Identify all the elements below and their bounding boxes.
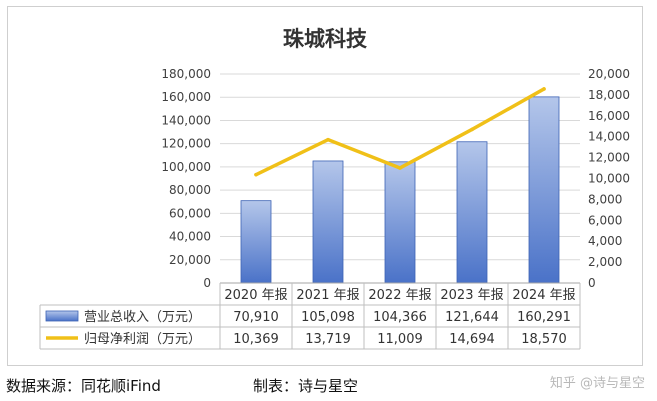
y-right-tick-label: 16,000 [588,109,630,123]
data-source-note: 数据来源：同花顺iFind [6,377,161,395]
y-left-tick-label: 120,000 [161,137,211,151]
y-left-tick-label: 20,000 [169,253,211,267]
revenue-value-cell: 160,291 [517,310,571,325]
y-right-tick-label: 8,000 [588,192,622,206]
y-right-tick-label: 0 [588,276,596,290]
y-left-tick-label: 180,000 [161,67,211,81]
y-left-tick-label: 140,000 [161,113,211,127]
revenue-value-cell: 104,366 [373,310,427,325]
revenue-bar [528,96,560,284]
net-profit-point [326,137,330,142]
revenue-bar [456,141,488,284]
net-profit-point [470,127,474,132]
revenue-bar [240,200,272,284]
y-left-tick-label: 80,000 [169,183,211,197]
category-label: 2023 年报 [440,288,503,303]
y-right-tick-label: 18,000 [588,88,630,102]
y-right-tick-label: 20,000 [588,67,630,81]
watermark: 知乎 @诗与星空 [549,376,645,391]
category-label: 2024 年报 [512,288,575,303]
net-profit-value-cell: 14,694 [449,332,495,347]
revenue-value-cell: 70,910 [233,310,279,325]
revenue-bar [384,161,416,284]
net-profit-point [542,87,546,91]
y-right-tick-label: 2,000 [588,255,622,269]
y-right-tick-label: 6,000 [588,213,622,227]
net-profit-value-cell: 13,719 [305,332,351,347]
revenue-value-cell: 105,098 [301,310,355,325]
category-label: 2020 年报 [224,288,287,303]
y-left-tick-label: 160,000 [161,90,211,104]
net-profit-value-cell: 10,369 [233,332,279,347]
y-left-tick-label: 0 [203,276,211,290]
y-left-tick-label: 40,000 [169,230,211,244]
revenue-legend-swatch [45,310,79,322]
net-profit-value-cell: 11,009 [377,332,423,347]
y-right-tick-label: 12,000 [588,151,630,165]
net-profit-value-cell: 18,570 [521,332,567,347]
category-label: 2021 年报 [296,288,359,303]
y-left-tick-label: 60,000 [169,206,211,220]
chart-title: 珠城科技 [283,26,368,51]
y-left-tick-label: 100,000 [161,160,211,174]
y-right-tick-label: 14,000 [588,130,630,144]
y-right-tick-label: 10,000 [588,172,630,186]
category-label: 2022 年报 [368,288,431,303]
revenue-legend-label: 营业总收入（万元） [84,310,201,325]
net-profit-point [398,166,402,170]
y-right-tick-label: 4,000 [588,234,622,248]
revenue-bar [312,160,344,284]
net-profit-point [254,172,258,177]
revenue-value-cell: 121,644 [445,310,499,325]
table-maker-note: 制表：诗与星空 [253,377,359,395]
net-profit-legend-label: 归母净利润（万元） [84,332,201,347]
